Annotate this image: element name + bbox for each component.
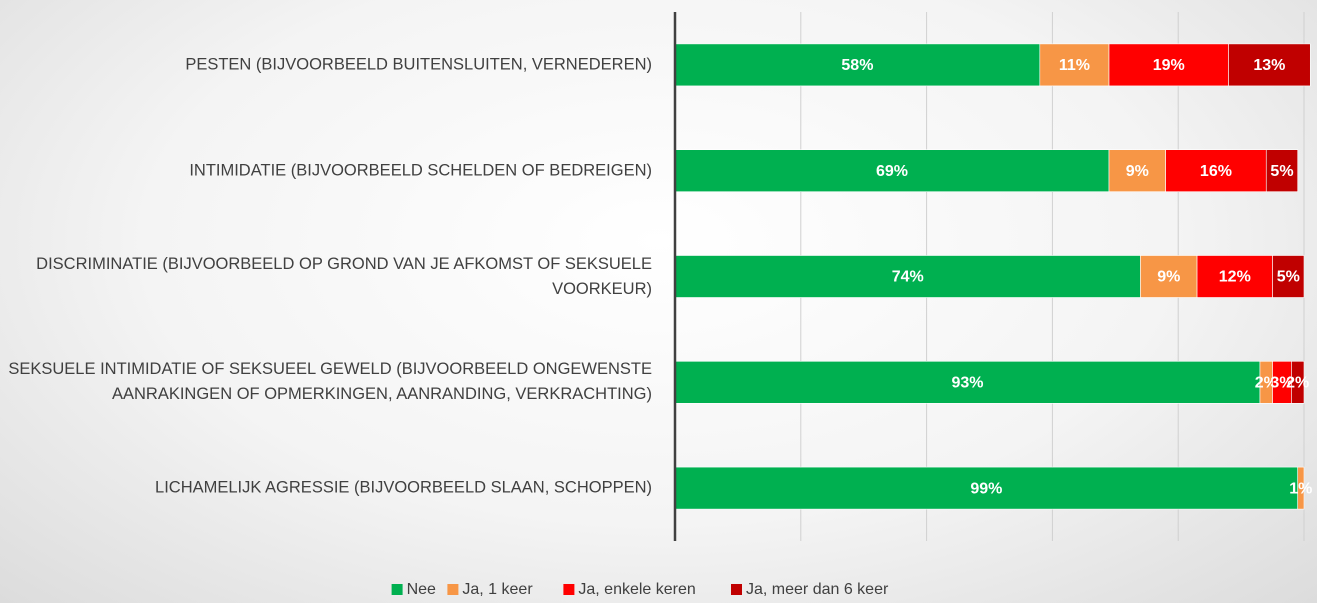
category-label: SEKSUELE INTIMIDATIE OF SEKSUEEL GEWELD … — [8, 360, 652, 404]
category-label: INTIMIDATIE (BIJVOORBEELD SCHELDEN OF BE… — [189, 161, 652, 180]
data-label: 9% — [1157, 269, 1180, 286]
data-label: 69% — [876, 163, 908, 180]
category-label: DISCRIMINATIE (BIJVOORBEELD OP GROND VAN… — [36, 254, 652, 298]
legend-label: Nee — [407, 581, 436, 598]
bar-segment — [1108, 149, 1166, 192]
data-label: 9% — [1126, 163, 1149, 180]
data-label: 2% — [1255, 375, 1278, 392]
legend-swatch — [447, 584, 459, 595]
bar-segment — [1140, 255, 1198, 298]
data-label: 99% — [970, 480, 1002, 497]
legend-swatch — [563, 584, 575, 595]
data-label: 5% — [1270, 163, 1293, 180]
legend-swatch — [391, 584, 403, 595]
bar-segment — [674, 149, 1110, 192]
bar-segment — [1165, 149, 1267, 192]
legend-swatch — [731, 584, 742, 595]
legend-label: Ja, enkele keren — [578, 581, 695, 598]
bar-segment — [674, 466, 1299, 510]
data-label: 11% — [1059, 57, 1090, 74]
bar-segment — [1196, 255, 1273, 298]
bar-segment — [674, 360, 1261, 404]
bar-segment — [1272, 255, 1305, 298]
data-label: 5% — [1277, 269, 1300, 286]
bar-segment — [1297, 466, 1305, 510]
bar-segment — [1108, 43, 1229, 87]
legend-label: Ja, 1 keer — [462, 581, 533, 598]
bar-segment — [674, 43, 1041, 87]
data-label: 12% — [1219, 269, 1251, 286]
data-label: 2% — [1286, 375, 1309, 392]
data-label: 13% — [1253, 57, 1285, 74]
data-label: 16% — [1200, 163, 1232, 180]
data-label: 19% — [1153, 57, 1185, 74]
bar-segment — [1228, 43, 1311, 87]
legend-label: Ja, meer dan 6 keer — [746, 581, 889, 598]
data-label: 74% — [892, 269, 924, 286]
data-label: 58% — [841, 57, 873, 74]
data-label: 3% — [1270, 375, 1293, 392]
category-label: LICHAMELIJK AGRESSIE (BIJVOORBEELD SLAAN… — [155, 478, 652, 497]
data-label: 1% — [1289, 480, 1312, 497]
bar-segment — [1291, 360, 1305, 404]
data-label: 93% — [951, 375, 983, 392]
bar-segment — [674, 255, 1141, 298]
bar-segment — [1265, 149, 1299, 192]
category-label: PESTEN (BIJVOORBEELD BUITENSLUITEN, VERN… — [185, 55, 652, 74]
